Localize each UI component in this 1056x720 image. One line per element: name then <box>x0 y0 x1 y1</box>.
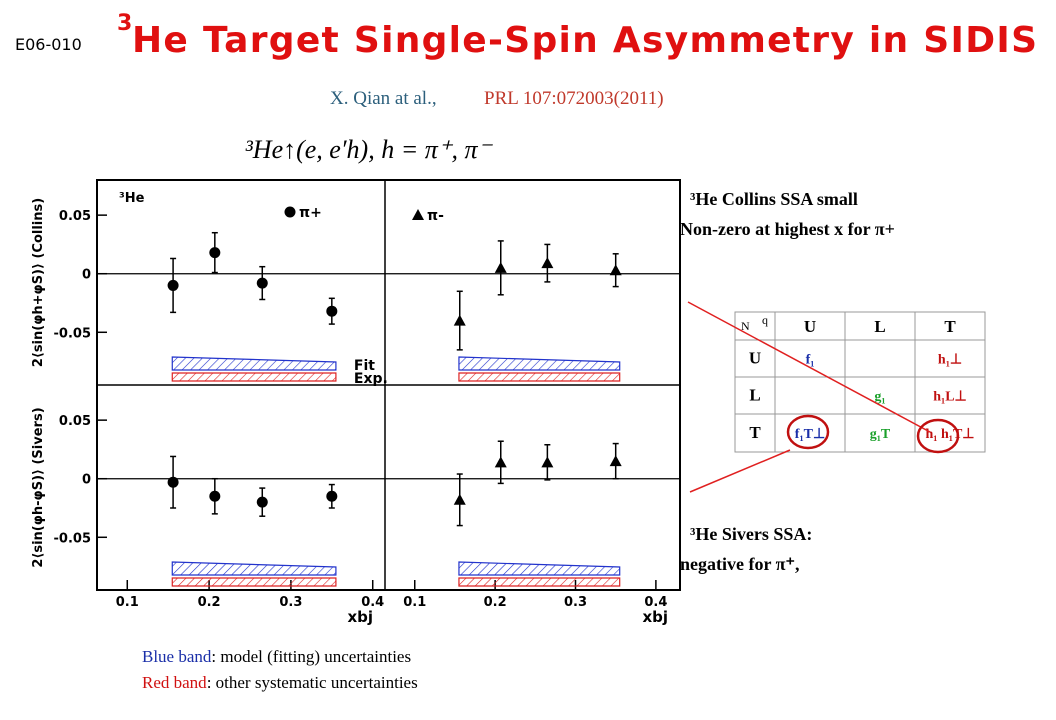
experiment: E06-010 <box>15 35 82 54</box>
annotation: ³He <box>119 191 145 206</box>
marker <box>494 456 507 468</box>
table-corner: q <box>762 313 768 327</box>
marker <box>453 493 466 505</box>
marker <box>609 264 622 276</box>
legend-label: π- <box>427 208 444 224</box>
x-tick-label: 0.1 <box>116 595 139 610</box>
marker <box>167 476 179 488</box>
marker <box>167 279 179 291</box>
x-tick-label: 0.2 <box>484 595 507 610</box>
marker <box>326 305 338 317</box>
footnote-key: Blue band <box>142 647 212 666</box>
band <box>458 356 621 371</box>
marker <box>453 314 466 326</box>
marker <box>256 496 268 508</box>
table-row-header: U <box>749 349 761 368</box>
marker <box>209 490 221 502</box>
y-axis-label: 2⟨sin(φh-φS)⟩ (Sivers) <box>31 407 46 567</box>
table-cell: g₁T <box>870 427 891 442</box>
table-header: T <box>944 317 956 336</box>
y-tick-label: 0.05 <box>59 414 91 429</box>
table-cell: h₁L⊥ <box>933 390 967 405</box>
citation-authors: X. Qian at al., <box>330 88 437 109</box>
marker <box>209 247 221 259</box>
x-tick-label: 0.1 <box>403 595 426 610</box>
x-tick-label: 0.2 <box>198 595 221 610</box>
arrow <box>687 301 931 433</box>
x-axis-label: xbj <box>347 608 373 626</box>
legend-marker <box>412 209 424 220</box>
arrow <box>689 449 791 493</box>
table-cell: f₁ <box>806 353 815 368</box>
title-sup: 3 <box>117 11 132 36</box>
table-frame <box>734 311 986 453</box>
reaction: ³He↑(e, e′h), h = π⁺, π⁻ <box>245 135 494 164</box>
marker <box>256 277 268 289</box>
marker <box>326 490 338 502</box>
y-tick-label: -0.05 <box>54 326 91 341</box>
table-row-header: L <box>749 386 760 405</box>
footnote-text: : model (fitting) uncertainties <box>211 647 411 666</box>
table-cell: f₁T⊥ <box>795 427 825 442</box>
footnote: Red band: other systematic uncertainties <box>142 673 418 692</box>
band <box>458 561 621 576</box>
note: ³He Collins SSA small <box>690 189 858 209</box>
band <box>458 372 621 382</box>
y-tick-label: 0 <box>82 268 91 283</box>
marker <box>494 261 507 273</box>
table-row-header: T <box>749 423 761 442</box>
x-tick-label: 0.4 <box>361 595 384 610</box>
title: He Target Single-Spin Asymmetry in SIDIS <box>132 20 1037 61</box>
x-tick-label: 0.3 <box>564 595 587 610</box>
band-label: Fit <box>354 358 375 374</box>
x-axis-label: xbj <box>642 608 668 626</box>
table-header: U <box>804 317 816 336</box>
x-tick-label: 0.3 <box>279 595 302 610</box>
band <box>171 577 337 587</box>
x-tick-label: 0.4 <box>644 595 667 610</box>
table-corner: N <box>741 319 750 333</box>
band <box>458 577 621 587</box>
marker <box>541 257 554 269</box>
table-cell: g₁ <box>874 390 885 405</box>
legend-marker <box>284 206 296 218</box>
footnote: Blue band: model (fitting) uncertainties <box>142 647 411 666</box>
y-axis-label: 2⟨sin(φh+φS)⟩ (Collins) <box>31 198 46 367</box>
table-cell: h₁⊥ <box>938 353 962 368</box>
table-header: L <box>874 317 885 336</box>
band <box>171 356 337 371</box>
citation-ref: PRL 107:072003(2011) <box>484 88 664 109</box>
legend-label: π+ <box>299 205 322 221</box>
footnote-key: Red band <box>142 673 207 692</box>
band <box>171 372 337 382</box>
table-cell: h₁ h₁T⊥ <box>926 427 975 442</box>
y-tick-label: -0.05 <box>54 531 91 546</box>
y-tick-label: 0 <box>82 473 91 488</box>
footnote-text: : other systematic uncertainties <box>207 673 418 692</box>
marker <box>541 456 554 468</box>
note: negative for π⁺, <box>680 554 800 574</box>
y-tick-label: 0.05 <box>59 209 91 224</box>
note: ³He Sivers SSA: <box>690 524 812 544</box>
band <box>171 561 337 576</box>
highlight <box>786 414 830 450</box>
highlight <box>916 418 960 454</box>
marker <box>609 455 622 467</box>
band-label: Exp. <box>354 371 388 387</box>
note: Non-zero at highest x for π+ <box>680 219 895 239</box>
